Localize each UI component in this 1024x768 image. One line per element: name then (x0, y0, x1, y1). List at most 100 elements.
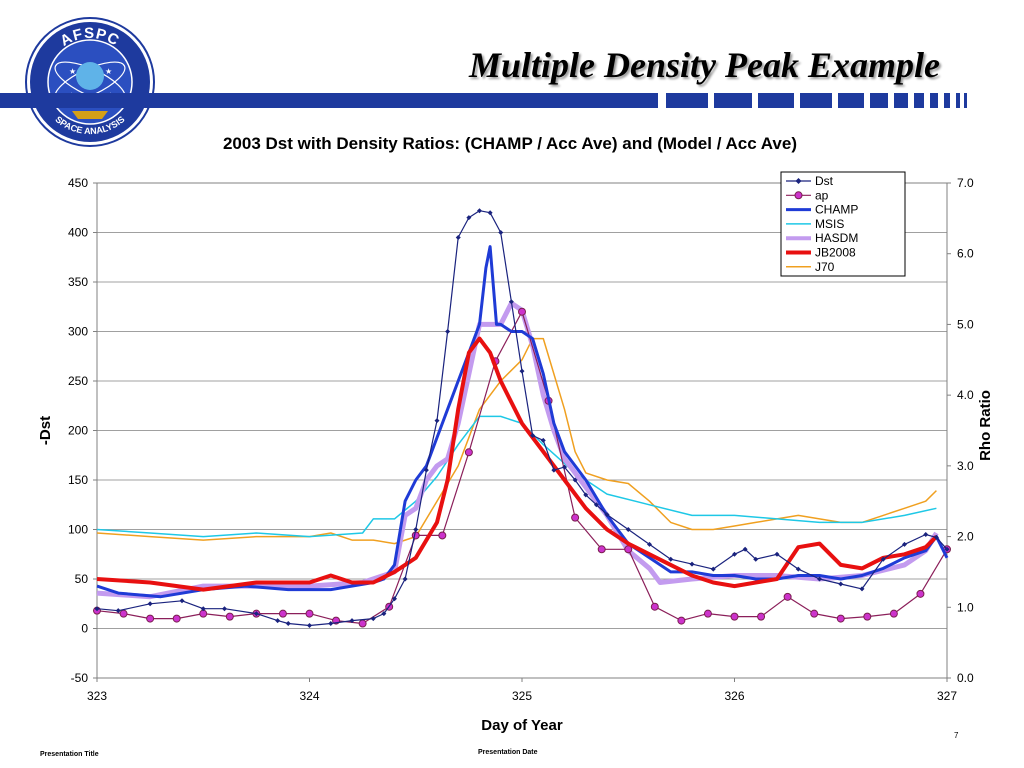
dst-point (859, 586, 865, 592)
ap-point (889, 609, 898, 618)
y-tick-label: 450 (68, 176, 88, 190)
ap-point (119, 609, 128, 618)
dst-point (307, 623, 312, 629)
y2-tick-label: 2.0 (957, 530, 974, 544)
y2-tick-label: 5.0 (957, 317, 974, 331)
y2-tick-label: 1.0 (957, 600, 974, 614)
dst-point (583, 492, 589, 498)
dst-point (445, 329, 451, 334)
dst-point (593, 502, 599, 508)
x-tick-label: 323 (87, 689, 107, 703)
y-tick-label: 250 (68, 374, 88, 388)
footer-presentation-date: Presentation Date (478, 749, 538, 756)
dst-point (625, 527, 631, 532)
dst-point (944, 546, 950, 552)
series-line-j70 (96, 337, 937, 545)
dst-point (604, 512, 610, 518)
ap-point (438, 531, 447, 540)
legend-label-champ: CHAMP (815, 203, 858, 217)
y-tick-label: 100 (68, 523, 88, 537)
dst-point (838, 581, 844, 587)
x-axis-label: Day of Year (481, 717, 563, 734)
ap-point (518, 307, 526, 316)
dst-point (115, 608, 121, 614)
dst-point (455, 234, 461, 240)
banner-segment (956, 93, 960, 108)
legend-marker-dst (795, 178, 802, 184)
footer-presentation-title: Presentation Title (40, 751, 99, 758)
dst-point (285, 621, 291, 627)
dst-point (647, 541, 652, 547)
dst-point (498, 230, 504, 235)
dst-point (551, 467, 557, 473)
legend-label-hasdm: HASDM (815, 231, 858, 245)
ap-point (916, 589, 925, 598)
header-banner-main (150, 93, 658, 108)
dst-point (413, 527, 419, 532)
series-line-msis (96, 415, 937, 538)
slide-title: Multiple Density Peak Example (469, 45, 940, 85)
y2-tick-label: 3.0 (957, 459, 974, 473)
y-tick-label: 200 (68, 424, 88, 438)
x-tick-label: 327 (937, 689, 957, 703)
ap-point (703, 609, 712, 618)
dst-point (562, 464, 567, 470)
y2-tick-label: 4.0 (957, 388, 974, 402)
ap-point (225, 612, 234, 621)
x-tick-label: 326 (724, 689, 744, 703)
ap-point (650, 602, 659, 611)
dst-point (275, 618, 281, 624)
dst-point (880, 556, 886, 562)
ap-point (677, 616, 686, 625)
chart-title: 2003 Dst with Density Ratios: (CHAMP / A… (222, 134, 798, 153)
y-tick-label: -50 (71, 671, 89, 685)
dst-point (710, 566, 716, 572)
ap-point (358, 619, 367, 628)
dst-point (923, 531, 929, 537)
ap-point (730, 612, 739, 621)
ap-point (836, 614, 845, 623)
dst-point (179, 598, 185, 604)
dst-point (774, 551, 780, 557)
dst-point (540, 437, 546, 443)
dst-point (370, 616, 376, 622)
dst-point (328, 621, 334, 627)
dst-point (392, 596, 397, 602)
dst-point (933, 534, 939, 540)
ap-point (411, 531, 420, 540)
banner-segment (870, 93, 888, 108)
ap-point (757, 612, 766, 621)
page-number: 7 (954, 731, 959, 740)
y2-axis-label: Rho Ratio (977, 390, 994, 461)
svg-text:★: ★ (105, 67, 112, 76)
header-banner (0, 93, 156, 108)
legend-label-j70: J70 (815, 260, 835, 274)
dst-point (381, 611, 387, 617)
dst-point (902, 541, 907, 547)
dst-point (200, 606, 206, 612)
dst-point (466, 215, 472, 221)
dst-point (508, 299, 514, 305)
dst-point (689, 561, 695, 567)
dst-point (423, 467, 429, 473)
banner-segment (758, 93, 794, 108)
y-tick-label: 0 (81, 622, 88, 636)
dst-point (434, 418, 440, 424)
y2-tick-label: 6.0 (957, 247, 974, 261)
dst-point (94, 606, 100, 612)
ap-point (172, 614, 181, 623)
dst-point (253, 611, 259, 617)
dst-point (753, 556, 759, 562)
legend-label-jb2008: JB2008 (815, 246, 856, 260)
ap-point (810, 609, 819, 618)
ap-point (305, 609, 314, 618)
dst-point (519, 368, 525, 374)
x-tick-label: 325 (512, 689, 532, 703)
afspc-logo: ★ ★ ★ ★ AFSPC SPACE ANALYSIS (25, 17, 155, 147)
y-axis-label: -Dst (37, 416, 54, 445)
dst-point (530, 432, 536, 438)
dst-point (487, 210, 493, 216)
dst-point (222, 606, 227, 612)
series-line-jb2008 (96, 336, 938, 592)
dst-point (732, 551, 737, 557)
